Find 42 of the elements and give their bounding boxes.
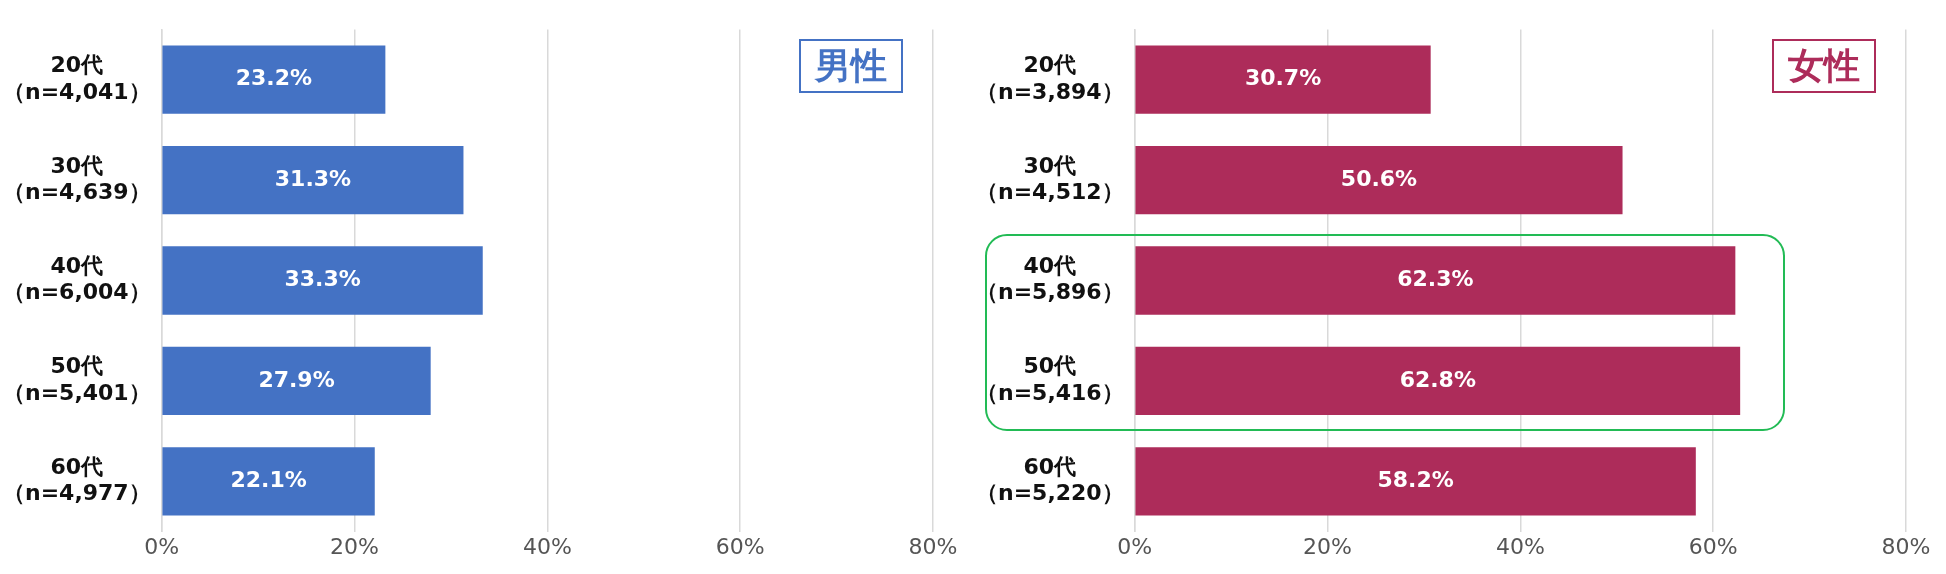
x-tick-label: 40% xyxy=(522,533,572,559)
data-label: 31.3% xyxy=(274,165,352,191)
bar xyxy=(162,45,386,114)
bar xyxy=(1135,45,1431,114)
bar xyxy=(1135,145,1623,215)
y-tick-label: 30代（n=4,512） xyxy=(976,152,1124,204)
bar xyxy=(1135,346,1741,416)
x-tick-label: 80% xyxy=(1881,533,1931,559)
data-label: 30.7% xyxy=(1244,65,1322,91)
y-tick-label: 40代（n=6,004） xyxy=(3,253,151,305)
y-tick-label: 50代（n=5,401） xyxy=(3,353,151,405)
data-label: 23.2% xyxy=(235,65,313,91)
y-tick-label: 50代（n=5,416） xyxy=(976,353,1124,405)
x-tick-label: 40% xyxy=(1495,533,1545,559)
bar xyxy=(162,346,431,416)
y-tick-label: 60代（n=4,977） xyxy=(3,453,151,506)
y-tick-label: 20代（n=4,041） xyxy=(3,52,151,104)
bar xyxy=(162,447,375,516)
y-tick-label: 60代（n=5,220） xyxy=(976,453,1124,506)
bar xyxy=(1135,246,1736,315)
x-tick-label: 60% xyxy=(715,533,765,559)
data-label: 27.9% xyxy=(258,366,335,392)
y-tick-label: 40代（n=5,896） xyxy=(976,253,1124,305)
data-label: 33.3% xyxy=(284,266,361,292)
text: 男性 xyxy=(799,39,903,94)
x-tick-label: 20% xyxy=(1303,533,1352,559)
data-label: 50.6% xyxy=(1340,165,1418,191)
bar xyxy=(162,246,483,315)
x-tick-label: 20% xyxy=(330,533,379,559)
data-label: 22.1% xyxy=(230,467,307,493)
x-tick-label: 80% xyxy=(908,533,958,559)
bar xyxy=(162,145,464,215)
bar xyxy=(1135,447,1696,516)
x-tick-label: 0% xyxy=(144,533,180,559)
text: 女性 xyxy=(1772,39,1876,94)
data-label: 58.2% xyxy=(1377,467,1454,493)
y-tick-label: 30代（n=4,639） xyxy=(3,152,151,204)
x-tick-label: 60% xyxy=(1688,533,1738,559)
y-tick-label: 20代（n=3,894） xyxy=(976,52,1124,104)
data-label: 62.8% xyxy=(1399,366,1476,392)
x-tick-label: 0% xyxy=(1117,533,1153,559)
data-label: 62.3% xyxy=(1397,266,1474,292)
